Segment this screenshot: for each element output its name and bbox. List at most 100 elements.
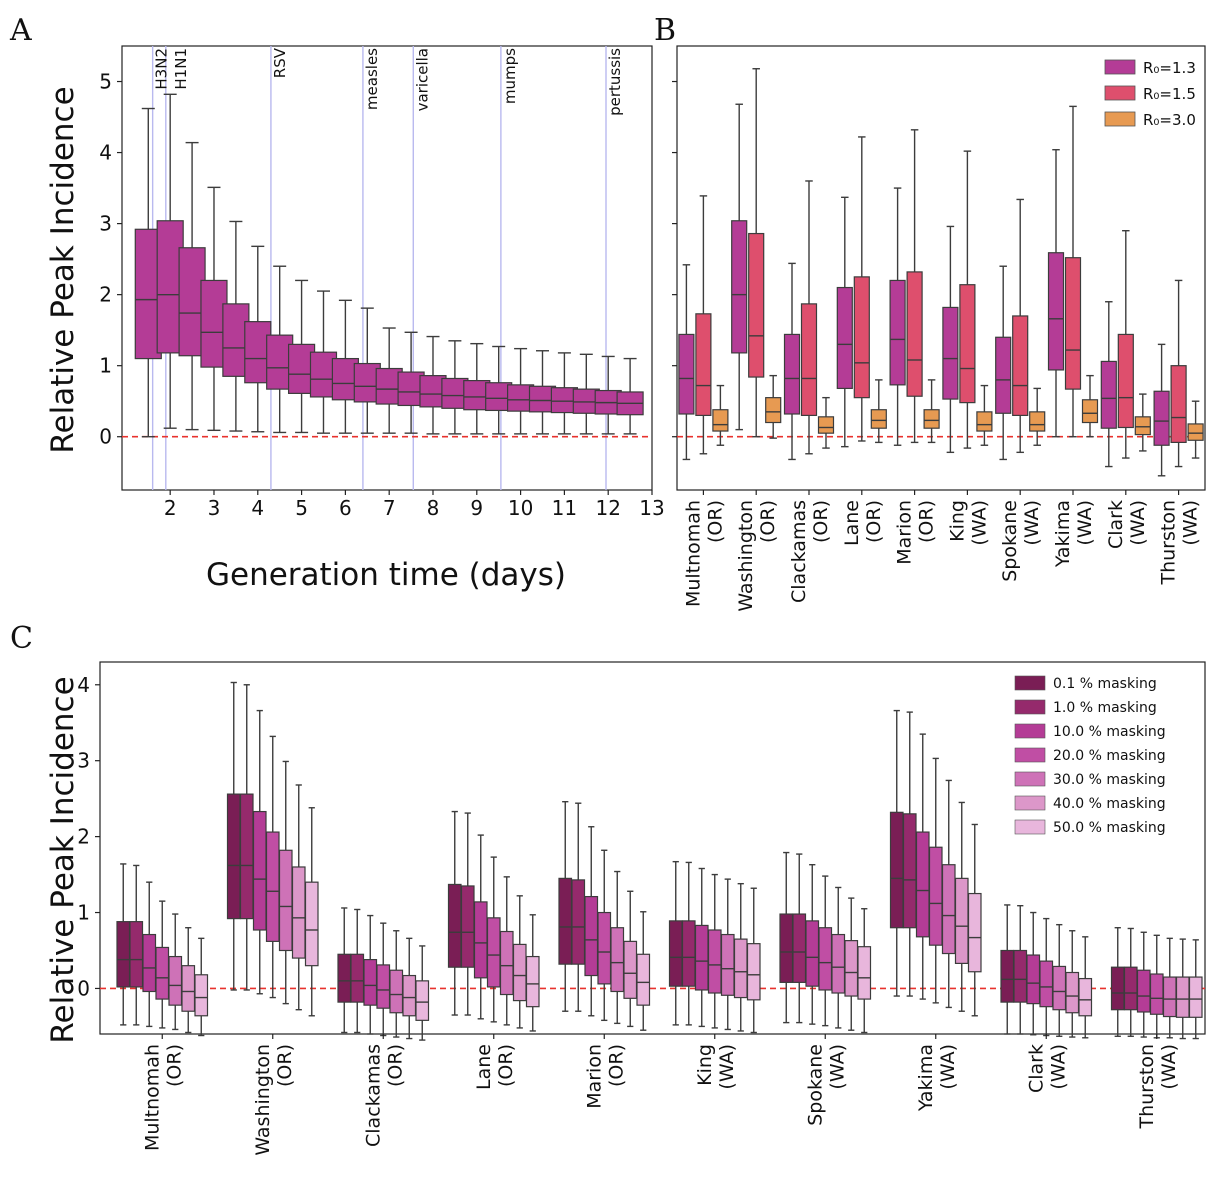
panel-c-box-g3-m1 [460,812,475,1016]
panel-c-box-g0-m6 [194,937,209,1037]
panel-b-box-s1-c1 [748,68,765,438]
panel-b-box-s0-c1 [731,103,748,431]
panel-c-legend-label-3: 20.0 % masking [1053,748,1166,764]
panel-b-box-s0-c5-iqr [942,306,959,400]
panel-b-box-s0-c2 [783,262,801,461]
panel-c-box-g0-m4 [168,913,183,1031]
panel-b-box-s1-c6 [1012,198,1029,454]
panel-c-box-g6-m2 [805,864,820,1025]
panel-c-box-g8-m4 [1052,923,1067,1037]
panel-c-box-g2-m2-iqr [363,958,378,1006]
panel-c-box-g1-m2 [252,709,267,995]
panel-c-box-g8-m2 [1026,911,1041,1036]
panel-c-frame [99,661,1206,1035]
panel-c-box-g2-m5 [402,937,417,1040]
panel-b-legend-swatch-2 [1104,111,1136,127]
panel-c-box-g7-m1-iqr [902,813,917,929]
panel-c-box-g4-m0-iqr [558,877,573,965]
panel-c-box-g7-m2-iqr [915,831,930,938]
panel-c-box-g5-m0-iqr [668,920,683,987]
panel-c-box-g6-m0 [779,851,794,1024]
panel-b-county-label-6: Spokane(WA) [999,500,1043,582]
panel-c-box-g8-m5-iqr [1065,971,1080,1014]
panel-c-box-g3-m5-iqr [512,943,527,1002]
panel-b-box-s2-c3-iqr [870,409,887,429]
panel-c-box-g6-m1-iqr [792,913,807,983]
panel-b-box-s0-c4-iqr [889,279,906,386]
panel-a-y-tick-label-1: 1 [99,354,112,378]
panel-c-box-g5-m0 [668,860,683,1026]
panel-b-county-label-0: Multnomah(OR) [682,500,726,607]
panel-c-box-g2-m4-iqr [389,969,404,1014]
panel-c-box-g1-m5-iqr [291,866,306,959]
panel-b-box-s2-c2-iqr [817,416,835,434]
panel-b-box-s0-c3 [836,196,853,448]
panel-b-county-label-7: Yakima(WA) [1052,500,1096,568]
panel-c-box-g3-m3-iqr [486,917,501,988]
panel-b-legend-label-0: R₀=1.3 [1143,59,1196,77]
panel-b-legend-label-2: R₀=3.0 [1143,111,1196,129]
panel-c-box-g7-m4-iqr [941,864,956,955]
panel-b-box-s2-c8 [1134,393,1151,452]
panel-c-box-g3-m4-iqr [499,930,514,996]
panel-a-x-tick-label-5: 7 [383,496,396,520]
panel-c-legend-label-1: 1.0 % masking [1053,700,1157,716]
panel-c-box-g0-m5-iqr [181,965,196,1012]
panel-c-box-g6-m5-iqr [844,940,859,997]
panel-c-box-g0-m1-iqr [129,921,144,988]
panel-c-box-g4-m2 [584,826,599,1017]
panel-b-box-s0-c9-iqr [1153,390,1170,446]
panel-c-box-g2-m1 [350,908,365,1034]
panel-c-box-g7-m0 [889,709,904,997]
panel-c-box-g3-m1-iqr [460,885,475,968]
panel-c-legend-swatch-6 [1014,819,1046,835]
panel-c-county-label-1: Washington(OR) [252,1044,296,1156]
panel-c-box-g9-m2-iqr [1136,969,1151,1013]
panel-c-box-g7-m3-iqr [928,846,943,946]
panel-c-box-g9-m4-iqr [1162,976,1177,1018]
panel-c-box-g5-m1 [681,861,696,1026]
panel-c-box-g3-m3 [486,856,501,1023]
panel-c-box-g2-m3 [376,922,391,1037]
panel-c-box-g5-m6-iqr [746,943,761,1001]
pathogen-label-4: varicella [413,48,431,111]
pathogen-label-1: H1N1 [172,48,190,90]
panel-c-box-g6-m6 [857,908,872,1034]
panel-c-box-g1-m0-iqr [226,793,241,920]
panel-c-box-g3-m0-iqr [447,883,462,968]
panel-b-box-s2-c6-iqr [1029,411,1046,432]
panel-b-box-s1-c3-iqr [853,276,870,399]
panel-c-county-label-9: Thurston(WA) [1136,1044,1180,1130]
panel-b-box-s1-c6-iqr [1012,315,1029,417]
panel-c-box-g9-m6-iqr [1188,976,1203,1018]
pathogen-label-3: measles [363,48,381,110]
panel-a-x-tick-label-11: 13 [639,496,664,520]
panel-c-box-g4-m3-iqr [597,911,612,985]
panel-c-box-g3-m0 [447,810,462,1016]
panel-a-x-tick-label-2: 4 [251,496,264,520]
panel-c-box-g0-m3 [155,900,170,1029]
panel-c-box-g7-m6 [967,823,982,1017]
panel-c-box-g4-m6-iqr [636,953,651,1006]
pathogen-label-6: pertussis [606,48,624,116]
panel-c-county-label-0: Multnomah(OR) [141,1044,185,1151]
panel-c-box-g0-m2 [142,881,157,1028]
panel-c-box-g4-m5-iqr [623,940,638,999]
panel-c-box-g6-m5 [844,897,859,1031]
panel-c-legend-swatch-5 [1014,795,1046,811]
panel-a-y-tick-label-5: 5 [99,70,112,94]
panel-b-box-s0-c6 [995,265,1012,461]
panel-c-box-g7-m3 [928,757,943,1004]
panel-c-box-g1-m2-iqr [252,810,267,931]
panel-a-y-tick-label-4: 4 [99,141,112,165]
panel-b-box-s1-c7 [1064,105,1082,438]
panel-b-box-s2-c6 [1029,387,1046,446]
panel-c-box-g7-m0-iqr [889,811,904,929]
panel-b-box-s0-c0 [678,264,695,461]
panel-a-x-tick-label-7: 9 [470,496,483,520]
panel-c-y-tick-label-4: 4 [77,673,90,697]
panel-c-box-g9-m1-iqr [1123,966,1138,1011]
panel-b-box-s2-c1-iqr [765,397,782,424]
panel-c-box-g6-m0-iqr [779,913,794,983]
panel-c-box-g4-m4-iqr [610,927,625,993]
